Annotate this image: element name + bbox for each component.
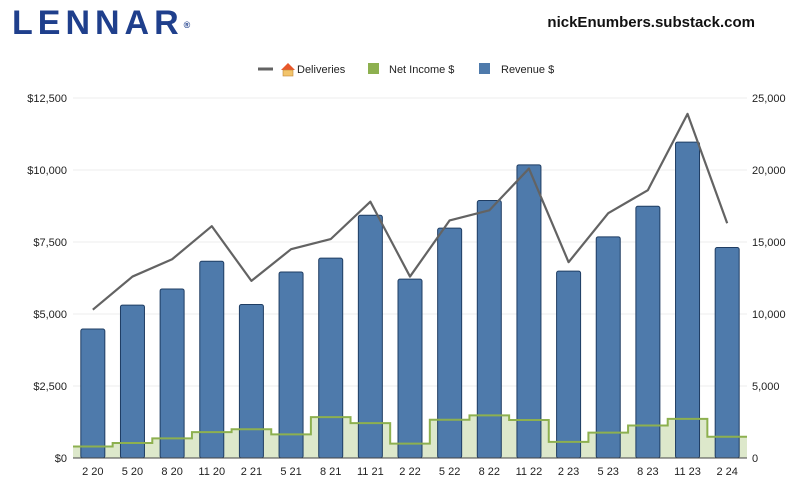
source-byline: nickEnumbers.substack.com [547,14,755,31]
revenue-bar [159,288,185,459]
x-tick-label: 8 23 [637,466,658,478]
deliveries-line [92,112,729,311]
revenue-bar [278,271,304,459]
revenue-bar [318,257,344,459]
legend-label-deliveries: Deliveries [297,64,346,76]
logo-registered-mark: ® [183,20,191,30]
revenue-bars [80,141,740,459]
y-right-tick-label: 15,000 [752,237,786,249]
revenue-bar [80,328,106,459]
x-tick-label: 11 22 [516,466,543,478]
net-income-line [73,414,747,448]
y-left-tick-label: $10,000 [27,165,67,177]
x-tick-label: 8 21 [320,466,341,478]
house-icon-roof [281,63,295,70]
logo-text: LENNAR [12,4,184,42]
y-right-tick-label: 0 [752,453,758,465]
revenue-bar [397,278,423,459]
y-left-tick-label: $0 [55,453,67,465]
revenue-bar [119,304,145,459]
x-tick-label: 5 21 [280,466,301,478]
x-tick-label: 11 23 [674,466,701,478]
revenue-bar [675,141,701,459]
revenue-bar [437,227,463,459]
revenue-bar [476,200,502,459]
revenue-bar [635,205,661,459]
lennar-logo: LENNAR® [12,6,190,40]
revenue-bar [199,260,225,459]
x-tick-label: 8 22 [479,466,500,478]
x-tick-label: 5 22 [439,466,460,478]
y-right-tick-label: 20,000 [752,165,786,177]
x-tick-label: 5 20 [122,466,143,478]
legend-label-revenue: Revenue $ [501,64,554,76]
revenue-bar [556,270,582,459]
deliveries-line-layer [92,112,729,311]
net-income-legend-swatch [368,63,379,74]
x-tick-label: 2 24 [716,466,737,478]
x-tick-label: 2 20 [82,466,103,478]
x-tick-label: 5 23 [598,466,619,478]
y-right-tick-label: 5,000 [752,381,780,393]
house-icon [282,69,294,77]
x-tick-label: 11 20 [198,466,225,478]
revenue-bar [238,303,264,459]
net-income-line-layer [73,414,747,448]
y-left-tick-label: $12,500 [27,93,67,105]
x-tick-label: 11 21 [357,466,384,478]
revenue-bar [595,236,621,459]
y-right-tick-label: 10,000 [752,309,786,321]
legend-label-net-income: Net Income $ [389,64,454,76]
y-left-tick-label: $7,500 [33,237,67,249]
x-tick-label: 8 20 [161,466,182,478]
x-tick-label: 2 23 [558,466,579,478]
revenue-bar [714,246,740,459]
x-tick-label: 2 22 [399,466,420,478]
axes: $0 $2,500 $5,000 $7,500 $10,000 $12,500 0 5,000… [27,93,785,478]
y-left-tick-label: $2,500 [33,381,67,393]
revenue-bar [516,164,542,459]
revenue-legend-swatch [479,63,490,74]
legend: Deliveries Net Income $ Revenue $ [258,63,554,77]
y-right-tick-label: 25,000 [752,93,786,105]
x-tick-label: 2 21 [241,466,262,478]
y-left-tick-label: $5,000 [33,309,67,321]
revenue-bar [357,214,383,459]
